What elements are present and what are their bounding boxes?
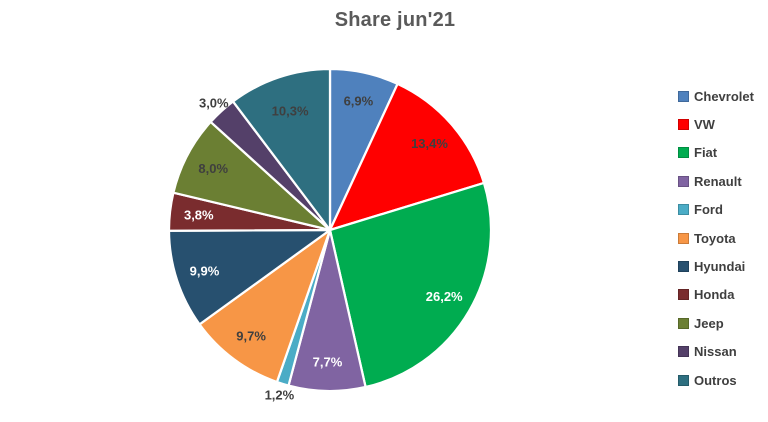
legend: Chevrolet VW Fiat Renault Ford Toyota Hyundai H… (678, 82, 754, 394)
pie-slice-label-outros: 10,3% (272, 103, 309, 118)
chart-title: Share jun'21 (334, 9, 456, 31)
legend-label: Nissan (694, 344, 737, 360)
pie-slice-label-honda: 3,8% (184, 207, 214, 222)
legend-item-ford: Ford (678, 196, 754, 224)
legend-item-outros: Outros (678, 366, 754, 394)
pie-slice-hyundai (167, 228, 332, 326)
legend-swatch-icon (678, 346, 689, 358)
pie-slice-fiat (328, 181, 493, 389)
legend-swatch-icon (678, 374, 689, 386)
legend-item-jeep: Jeep (678, 309, 754, 337)
legend-item-hyundai: Hyundai (678, 252, 754, 280)
legend-item-vw: VW (678, 110, 754, 138)
legend-label: Renault (694, 173, 742, 189)
legend-swatch-icon (678, 119, 689, 131)
legend-label: VW (694, 117, 715, 133)
legend-item-chevrolet: Chevrolet (678, 82, 754, 110)
legend-label: Hyundai (694, 259, 746, 275)
legend-label: Chevrolet (694, 88, 754, 104)
legend-swatch-icon (678, 317, 689, 329)
pie-slice-label-renault: 7,7% (313, 355, 343, 370)
pie-slice-label-ford: 1,2% (265, 387, 295, 402)
legend-item-honda: Honda (678, 281, 754, 309)
legend-item-renault: Renault (678, 167, 754, 195)
pie-slice-toyota (198, 228, 332, 384)
legend-swatch-icon (678, 261, 689, 273)
legend-item-toyota: Toyota (678, 224, 754, 252)
legend-swatch-icon (678, 289, 689, 301)
legend-swatch-icon (678, 204, 689, 216)
legend-label: Fiat (694, 145, 718, 161)
legend-label: Honda (694, 287, 735, 303)
pie-slice-label-chevrolet: 6,9% (344, 94, 374, 109)
pie-slice-label-hyundai: 9,9% (190, 264, 220, 279)
legend-item-fiat: Fiat (678, 139, 754, 167)
legend-label: Jeep (694, 315, 724, 331)
legend-swatch-icon (678, 175, 689, 187)
legend-item-nissan: Nissan (678, 338, 754, 366)
legend-swatch-icon (678, 147, 689, 159)
legend-label: Ford (694, 202, 723, 218)
pie-slice-outros (231, 67, 332, 232)
pie-slice-label-fiat: 26,2% (426, 289, 463, 304)
pie-slice-label-toyota: 9,7% (236, 328, 266, 343)
legend-label: Outros (694, 372, 737, 388)
legend-label: Toyota (694, 230, 736, 246)
pie-slice-label-nissan: 3,0% (199, 95, 229, 110)
legend-swatch-icon (678, 232, 689, 244)
legend-swatch-icon (678, 90, 689, 102)
pie-slice-vw (328, 82, 486, 232)
pie-slice-label-vw: 13,4% (411, 136, 448, 151)
pie-slice-label-jeep: 8,0% (198, 161, 228, 176)
